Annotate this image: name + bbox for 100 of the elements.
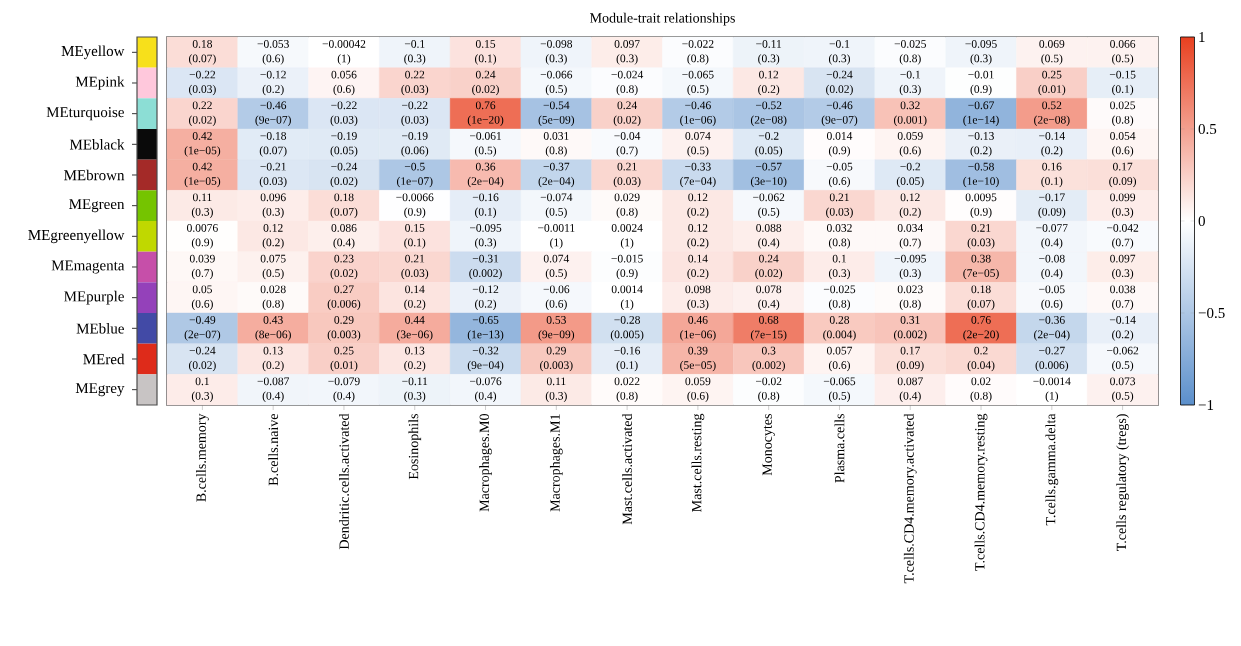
text: (0.4) bbox=[1041, 238, 1063, 249]
text: (0.05) bbox=[330, 146, 358, 157]
text: (2e−08) bbox=[1034, 115, 1070, 126]
text: (0.3) bbox=[899, 268, 921, 280]
text: (0.6) bbox=[899, 146, 921, 157]
text: 0.078 bbox=[756, 285, 782, 294]
text: −0.01 bbox=[968, 70, 994, 79]
text: 0.056 bbox=[331, 70, 357, 79]
text: (0.3) bbox=[545, 391, 567, 402]
text: −0.022 bbox=[682, 40, 714, 48]
text: (1) bbox=[1045, 391, 1059, 402]
text: 0.27 bbox=[334, 285, 354, 294]
text: (0.03) bbox=[967, 238, 995, 249]
text: 0.29 bbox=[546, 346, 566, 355]
text: 0.028 bbox=[260, 285, 286, 294]
text: −0.32 bbox=[472, 346, 499, 355]
text: 0.52 bbox=[1042, 101, 1062, 110]
text: (0.8) bbox=[1112, 115, 1134, 126]
text: (0.4) bbox=[475, 391, 497, 402]
text: (0.3) bbox=[191, 391, 213, 402]
x-tick-label: Mast.cells.activated bbox=[622, 413, 633, 525]
color-bar-label: 0 bbox=[1198, 215, 1205, 227]
text: (0.02) bbox=[826, 84, 853, 96]
text: (0.9) bbox=[828, 146, 850, 157]
text: 0.034 bbox=[897, 224, 924, 232]
text: 0.22 bbox=[405, 70, 425, 79]
text: 0.43 bbox=[263, 316, 283, 324]
text: 0.0014 bbox=[611, 285, 643, 294]
color-bar-label: 1 bbox=[1199, 32, 1205, 42]
text: −0.46 bbox=[260, 101, 287, 110]
text: (0.9) bbox=[970, 207, 992, 218]
text: −0.025 bbox=[823, 285, 856, 294]
text: (0.06) bbox=[401, 146, 429, 157]
text: 0.53 bbox=[546, 316, 566, 324]
text: (0.2) bbox=[404, 299, 426, 310]
text: (0.3) bbox=[828, 268, 850, 280]
text: (0.4) bbox=[1041, 268, 1063, 280]
text: (0.6) bbox=[828, 176, 850, 188]
text: (2e−04) bbox=[467, 176, 504, 188]
text: −0.2 bbox=[758, 132, 779, 140]
text: −0.31 bbox=[472, 254, 499, 263]
text: 0.42 bbox=[192, 162, 212, 171]
text: 0.022 bbox=[614, 377, 640, 386]
text: −0.098 bbox=[540, 40, 573, 48]
text: 0.18 bbox=[971, 285, 991, 294]
text: (0.3) bbox=[545, 54, 567, 65]
x-tick-label: Plasma.cells bbox=[834, 414, 845, 483]
y-tick-label: MEmagenta bbox=[51, 260, 125, 274]
text: (9e−07) bbox=[255, 115, 291, 126]
text: (0.8) bbox=[616, 391, 638, 402]
text: (0.002) bbox=[893, 330, 927, 341]
text: (0.8) bbox=[687, 54, 709, 65]
text: (0.2) bbox=[687, 238, 709, 249]
text: −0.062 bbox=[753, 193, 785, 202]
text: (0.03) bbox=[401, 268, 429, 280]
text: 0.0024 bbox=[611, 224, 643, 232]
text: −0.11 bbox=[402, 377, 428, 386]
text: 0.086 bbox=[331, 224, 357, 232]
text: (8e−06) bbox=[255, 330, 291, 341]
x-tick-label: Macrophages.M0 bbox=[479, 414, 492, 512]
text: 0.21 bbox=[617, 162, 637, 171]
text: 0.21 bbox=[405, 254, 425, 263]
x-tick-label: Eosinophils bbox=[408, 414, 422, 480]
text: (0.8) bbox=[758, 391, 780, 402]
text: 0.1 bbox=[195, 377, 209, 386]
text: (2e−04) bbox=[1034, 330, 1070, 341]
text: 0.032 bbox=[826, 224, 852, 232]
text: (7e−15) bbox=[750, 330, 787, 341]
text: (0.8) bbox=[828, 238, 850, 249]
text: (0.6) bbox=[1041, 299, 1063, 310]
text: 0.097 bbox=[614, 40, 640, 48]
text: −0.061 bbox=[469, 132, 502, 140]
text: (0.3) bbox=[191, 207, 213, 218]
text: 0.76 bbox=[971, 316, 991, 324]
text: (0.2) bbox=[970, 146, 992, 157]
text: −0.095 bbox=[469, 224, 502, 232]
text: (0.3) bbox=[970, 54, 992, 65]
text: (0.3) bbox=[404, 391, 426, 402]
text: (0.3) bbox=[899, 84, 921, 96]
text: (0.07) bbox=[330, 207, 358, 218]
text: −0.22 bbox=[402, 101, 428, 110]
text: −0.066 bbox=[540, 70, 573, 79]
text: (0.2) bbox=[262, 84, 284, 96]
text: 0.12 bbox=[263, 224, 283, 232]
x-tick-label: T.cells.CD4.memory.resting bbox=[974, 413, 988, 571]
text: 0.46 bbox=[688, 316, 708, 324]
text: −0.19 bbox=[331, 132, 357, 140]
text: 0.21 bbox=[829, 193, 849, 202]
text: (0.04) bbox=[967, 360, 995, 372]
chart-title: Module-trait relationships bbox=[590, 12, 735, 26]
text: (0.4) bbox=[899, 391, 921, 402]
text: 0.13 bbox=[405, 346, 425, 355]
text: (0.4) bbox=[333, 238, 355, 249]
text: (0.1) bbox=[475, 207, 497, 218]
text: (0.2) bbox=[475, 299, 497, 310]
text: (0.03) bbox=[189, 84, 216, 96]
text: −0.12 bbox=[472, 285, 499, 294]
text: −0.65 bbox=[472, 316, 499, 324]
text: −0.14 bbox=[1039, 132, 1065, 140]
text: 0.11 bbox=[192, 193, 212, 202]
